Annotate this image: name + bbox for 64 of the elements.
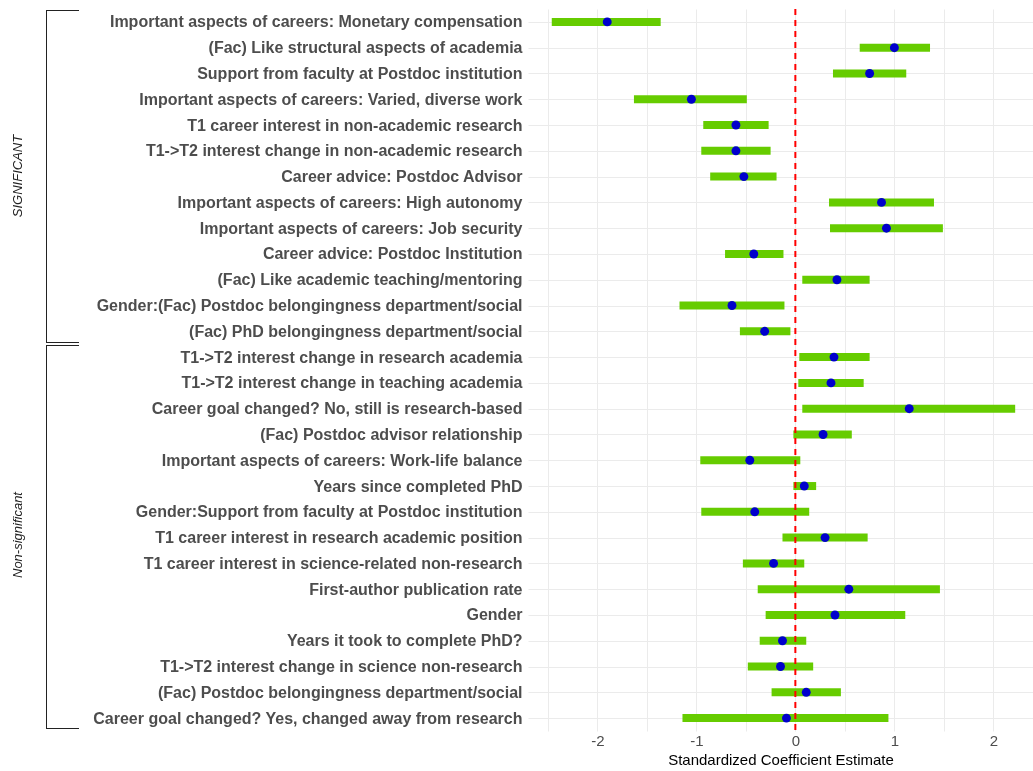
x-tick-label: 1	[890, 731, 900, 749]
y-tick-label: Gender:(Fac) Postdoc belongingness department/social	[96, 297, 523, 315]
point	[727, 301, 737, 310]
y-tick-label: T1 career interest in research academic position	[155, 529, 523, 547]
y-tick-label: (Fac) Like academic teaching/mentoring	[217, 271, 523, 289]
point	[830, 610, 840, 620]
y-tick-label: Important aspects of careers: Monetary compensation	[109, 13, 523, 31]
y-tick-label: Support from faculty at Postdoc institution	[197, 64, 523, 82]
y-tick-label: Years it took to complete PhD?	[286, 632, 523, 650]
point	[801, 687, 811, 697]
y-tick-label: T1->T2 interest change in teaching academia	[181, 374, 523, 392]
y-tick-label: T1 career interest in science-related non-research	[143, 554, 523, 572]
point	[686, 94, 696, 104]
x-tick-label: -1	[690, 731, 704, 749]
y-tick-label: Important aspects of careers: Varied, diverse work	[139, 90, 523, 108]
point	[904, 404, 914, 414]
y-tick-label: T1 career interest in non-academic research	[187, 116, 523, 134]
point	[781, 713, 791, 723]
point	[820, 533, 830, 543]
point	[881, 223, 891, 233]
point	[865, 69, 875, 78]
x-axis-title: Standardized Coefficient Estimate	[668, 750, 894, 768]
point	[778, 636, 787, 646]
point	[731, 120, 741, 130]
y-tick-label: Important aspects of careers: High autonomy	[177, 193, 523, 211]
x-tick-label: 2	[989, 731, 999, 749]
point	[818, 430, 828, 439]
point	[844, 584, 854, 594]
point	[769, 558, 779, 568]
point	[749, 249, 759, 259]
point	[731, 146, 741, 156]
point	[877, 197, 886, 207]
y-tick-label: Career goal changed? Yes, changed away from research	[93, 709, 523, 727]
x-tick-label: -2	[591, 731, 605, 749]
y-tick-label: T1->T2 interest change in non-academic research	[145, 142, 523, 160]
y-tick-label: (Fac) PhD belongingness department/social	[189, 322, 523, 340]
y-tick-label: Career advice: Postdoc Advisor	[281, 168, 523, 186]
point	[745, 455, 755, 465]
point	[750, 507, 760, 517]
point	[602, 17, 612, 27]
point	[776, 662, 785, 671]
y-tick-label: Career goal changed? No, still is research-based	[151, 400, 523, 418]
point	[760, 326, 770, 336]
y-tick-label: (Fac) Like structural aspects of academia	[208, 39, 523, 57]
point	[829, 352, 839, 362]
y-tick-label: Important aspects of careers: Job security	[199, 219, 523, 237]
x-tick-label: 0	[791, 731, 801, 749]
y-tick-label: First-author publication rate	[309, 580, 523, 598]
y-tick-label: Career advice: Postdoc Institution	[262, 245, 523, 263]
point	[799, 481, 809, 491]
y-tick-label: Important aspects of careers: Work-life balance	[161, 451, 523, 469]
y-tick-label: (Fac) Postdoc advisor relationship	[260, 425, 523, 443]
y-tick-label: Gender	[466, 606, 523, 624]
point	[832, 275, 842, 285]
y-tick-label: T1->T2 interest change in research academia	[180, 348, 523, 366]
point	[739, 172, 749, 182]
point	[826, 378, 836, 388]
y-tick-label: Years since completed PhD	[313, 477, 523, 495]
y-tick-label: (Fac) Postdoc belongingness department/social	[157, 683, 523, 701]
y-tick-label: Gender:Support from faculty at Postdoc institution	[135, 503, 523, 521]
y-tick-label: T1->T2 interest change in science non-research	[160, 658, 523, 676]
text: Non-significant	[9, 492, 25, 578]
point	[889, 43, 899, 53]
text: SIGNIFICANT	[9, 134, 25, 218]
